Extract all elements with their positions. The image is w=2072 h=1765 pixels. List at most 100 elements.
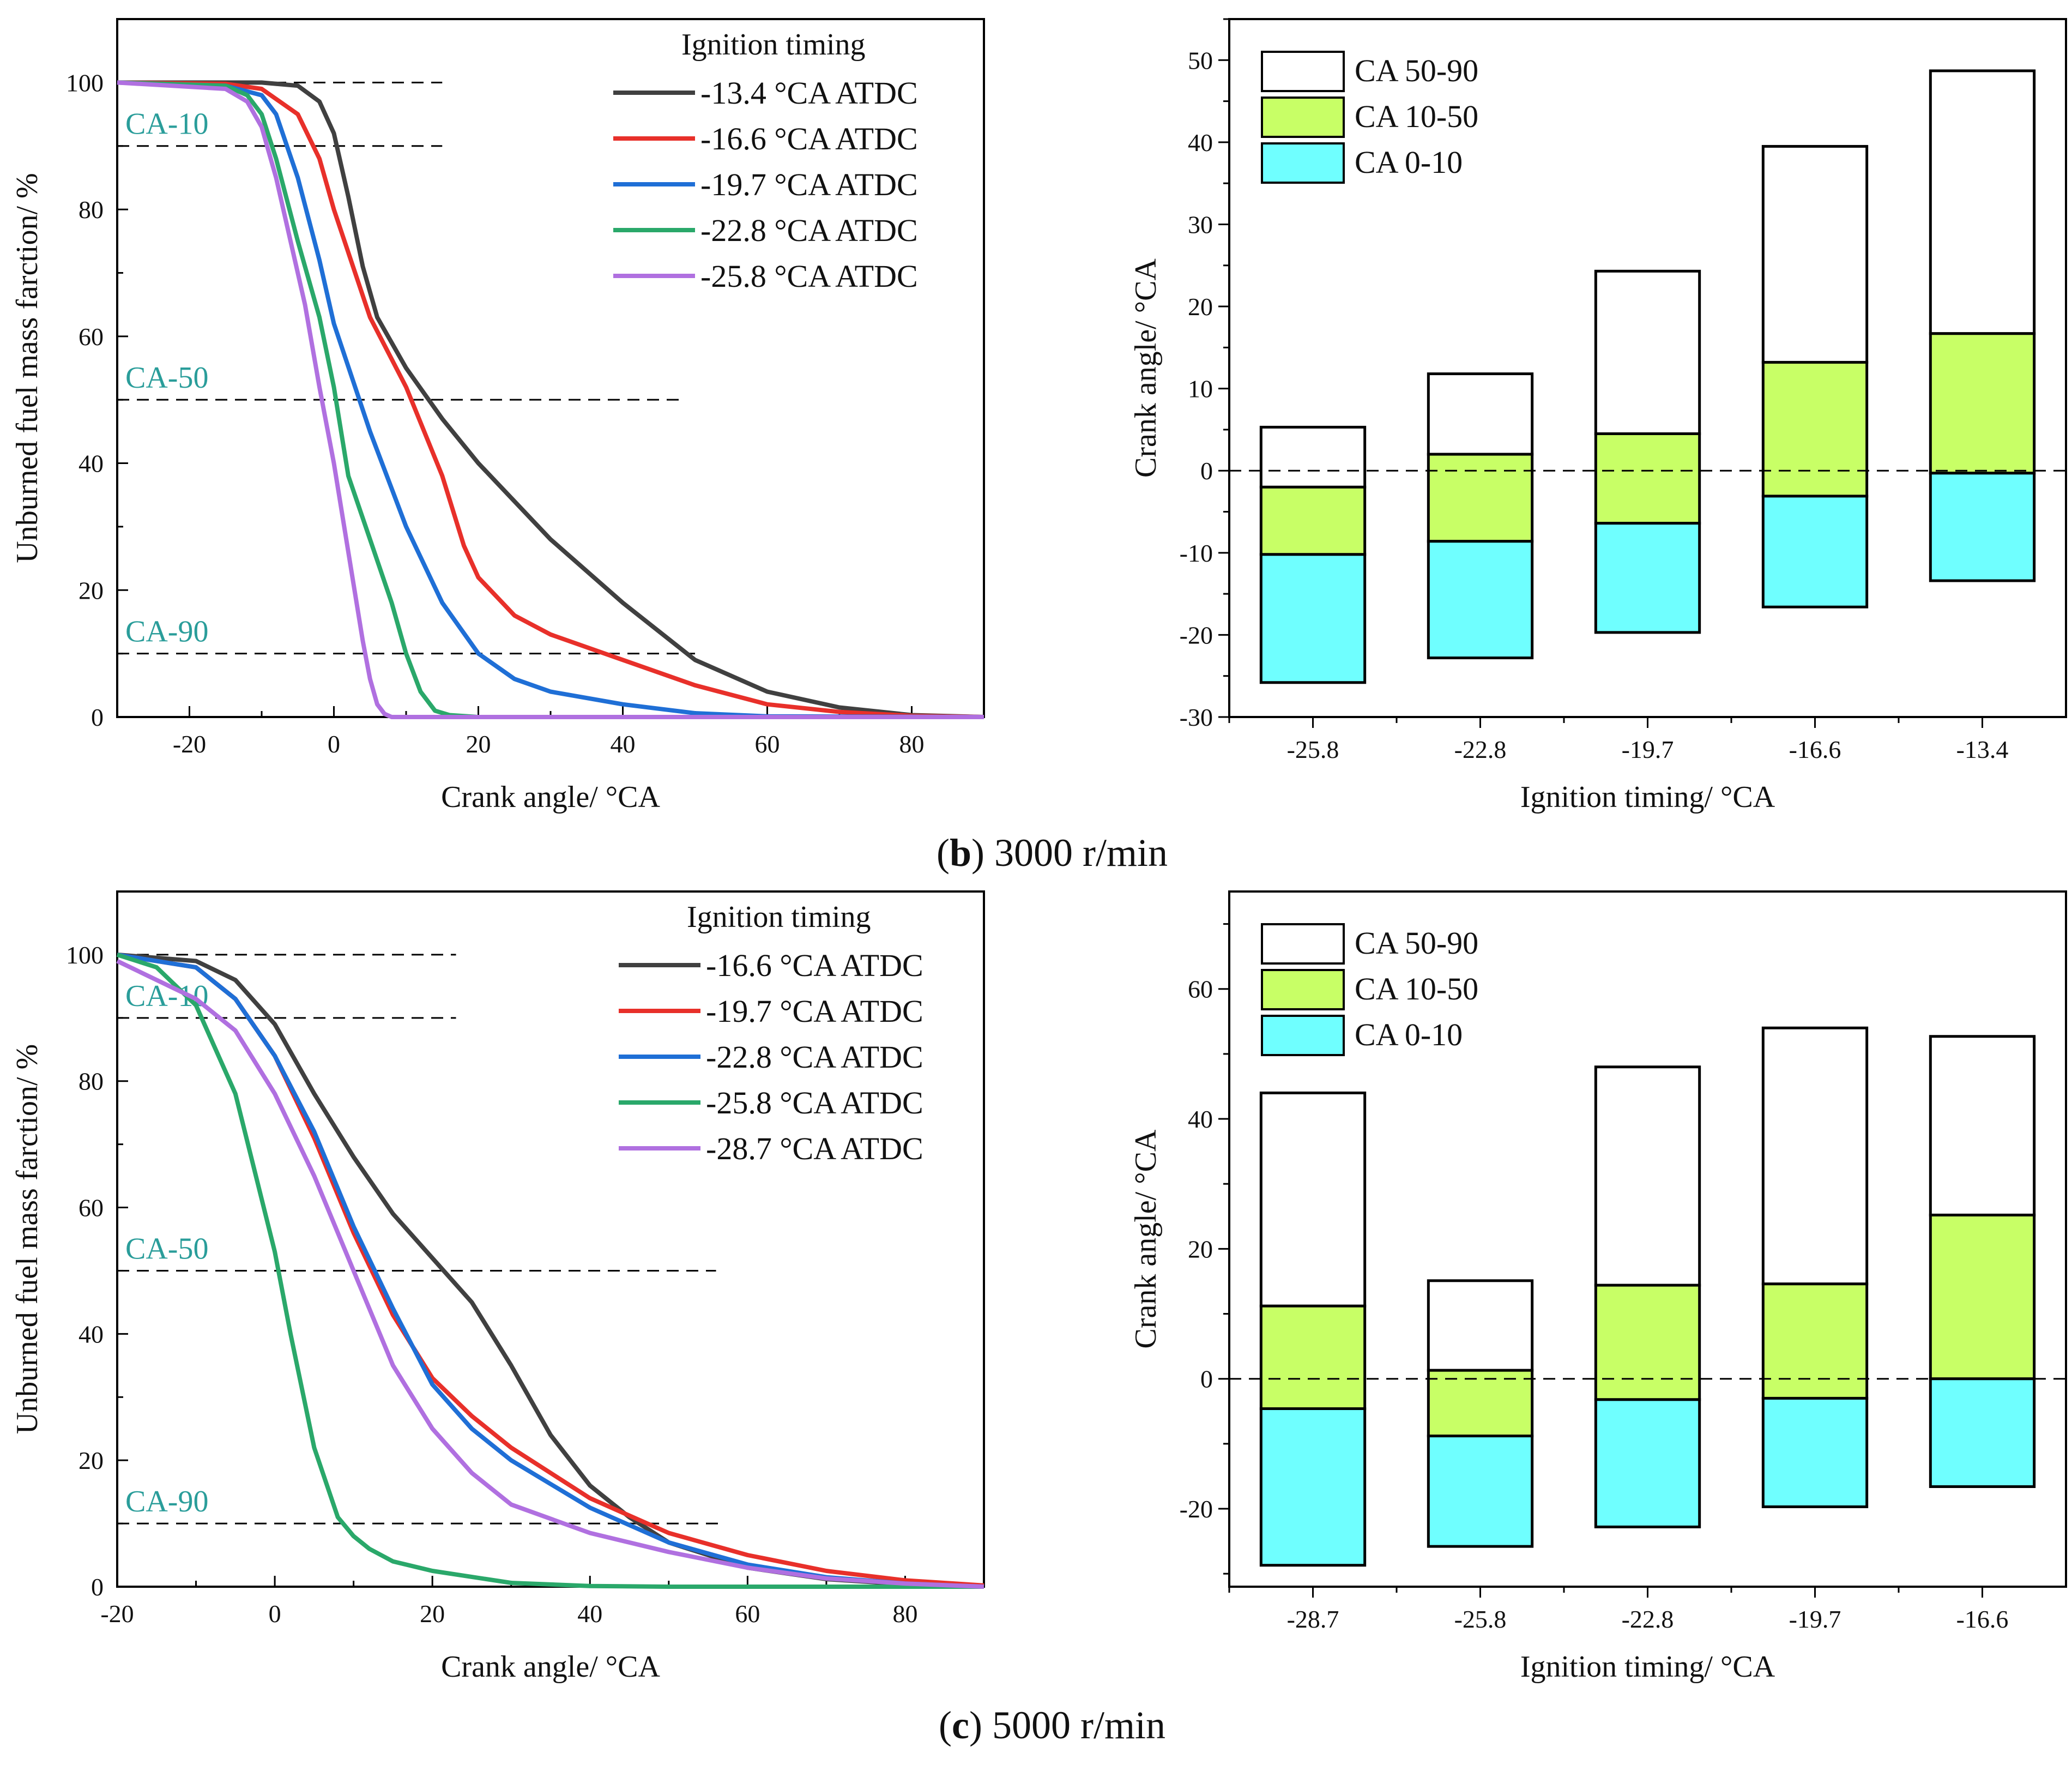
chart-c-line-x-tick-label: 0	[269, 1600, 281, 1628]
chart-b-line-panel: -20 0 20 40 60 80 0 20 40 60 80 100 Crank angle/ °CA…	[10, 18, 985, 814]
chart-c-line-y-tick-label: 100	[66, 941, 104, 969]
chart-c-bar-bar-segment	[1761, 1282, 1869, 1400]
chart-c-bar-panel: -20 0 20 40 60 -28.7 -25.8 -22.8 -19.7 -16.6 Ignit…	[1129, 890, 2067, 1684]
chart-b-bar-bar-segment	[1427, 540, 1534, 660]
chart-b-line-y-tick-label: 60	[78, 323, 104, 351]
chart-c-bar-bar-segment	[1929, 1035, 2036, 1216]
chart-b-line-legend-label: -13.4 °CA ATDC	[700, 75, 918, 111]
chart-c-bar-bar-segment	[1259, 1304, 1367, 1411]
chart-b-bar-y-tick-label: 10	[1188, 375, 1213, 403]
chart-c-bar-legend-label: CA 0-10	[1355, 1017, 1463, 1052]
chart-b-bar-y-axis-title: Crank angle/ °CA	[1129, 258, 1163, 478]
caption-b: (b) 3000 r/min	[937, 831, 1168, 875]
chart-c-bar-y-tick-label: -20	[1180, 1495, 1213, 1523]
chart-c-bar-bar-segment	[1929, 1213, 2036, 1381]
chart-c-line-legend-label: -28.7 °CA ATDC	[706, 1131, 923, 1166]
chart-c-bar-x-tick-label: -22.8	[1622, 1605, 1674, 1633]
chart-b-line-x-tick-label: 80	[899, 730, 925, 758]
chart-c-line-legend-label: -19.7 °CA ATDC	[706, 993, 923, 1029]
chart-b-bar-y-tick-label: -30	[1180, 703, 1213, 731]
chart-b-line-x-tick-label: -20	[173, 730, 206, 758]
chart-b-line-x-tick-label: 60	[755, 730, 780, 758]
chart-b-line-x-axis-title: Crank angle/ °CA	[441, 780, 660, 814]
chart-c-line-series-line	[116, 953, 984, 1589]
chart-b-bar-legend-label: CA 10-50	[1355, 99, 1478, 134]
chart-c-bar-y-tick-label: 20	[1188, 1235, 1213, 1263]
chart-c-line-y-tick-label: 40	[78, 1320, 104, 1348]
chart-b-bar-bar-segment	[1427, 372, 1534, 456]
chart-b-bar-bar-segment	[1259, 485, 1367, 556]
chart-b-bar-bar-segment	[1427, 453, 1534, 543]
chart-c-line-legend-title: Ignition timing	[687, 900, 871, 934]
chart-c-bar-x-tick-label: -16.6	[1956, 1605, 2009, 1633]
chart-c-line-y-tick-label: 80	[78, 1068, 104, 1095]
chart-c-line-x-tick-label: -20	[100, 1600, 134, 1628]
chart-b-bar-y-tick-label: -10	[1180, 539, 1213, 567]
chart-b-bar-legend-swatch	[1261, 142, 1345, 184]
chart-c-line-x-axis-title: Crank angle/ °CA	[441, 1650, 660, 1684]
chart-c-bar-x-tick-label: -28.7	[1287, 1605, 1339, 1633]
chart-b-bar-y-tick-label: -20	[1180, 621, 1213, 649]
chart-b-line-series-line	[117, 80, 984, 719]
chart-b-line-x-tick-label: 0	[328, 730, 340, 758]
chart-c-bar-y-axis-title: Crank angle/ °CA	[1129, 1129, 1163, 1348]
chart-c-bar-bar-segment	[1761, 1396, 1869, 1508]
chart-c-line-x-tick-label: 80	[892, 1600, 917, 1628]
chart-b-bar-bar-segment	[1761, 495, 1869, 609]
chart-b-bar-x-axis-title: Ignition timing/ °CA	[1520, 780, 1775, 814]
chart-b-line-reference-label: CA-50	[125, 361, 208, 395]
chart-c-bar-bar-segment	[1259, 1407, 1367, 1567]
chart-c-bar-y-tick-label: 0	[1200, 1365, 1213, 1393]
chart-c-line-legend-label: -25.8 °CA ATDC	[706, 1085, 923, 1121]
chart-b-line-legend-label: -16.6 °CA ATDC	[700, 121, 918, 156]
chart-c-bar-x-axis-title: Ignition timing/ °CA	[1520, 1650, 1775, 1684]
chart-b-bar-bar-segment	[1259, 553, 1367, 684]
chart-b-bar-bar-segment	[1761, 144, 1869, 364]
chart-b-line-y-tick-label: 80	[78, 196, 104, 224]
chart-b-bar-y-tick-label: 30	[1188, 210, 1213, 238]
chart-b-bar-panel: -30 -20 -10 0 10 20 30 40 50 -25.8 -22.8 -19.7 -16.6…	[1129, 18, 2067, 814]
chart-b-bar-x-tick-label: -22.8	[1454, 736, 1507, 763]
chart-c-bar-legend-label: CA 50-90	[1355, 925, 1478, 961]
chart-b-bar-bar-segment	[1761, 360, 1869, 498]
chart-c-line-y-axis-title: Unburned fuel mass farction/ %	[10, 1044, 44, 1434]
chart-c-bar-legend-label: CA 10-50	[1355, 971, 1478, 1007]
chart-b-bar-legend-label: CA 50-90	[1355, 53, 1478, 88]
chart-c-bar-legend-swatch	[1261, 923, 1345, 965]
chart-c-line-x-tick-label: 40	[577, 1600, 602, 1628]
chart-c-bar-bar-segment	[1929, 1377, 2036, 1488]
chart-c-bar-bar-segment	[1761, 1026, 1869, 1286]
chart-b-line-series-line	[117, 80, 984, 719]
chart-c-line-x-tick-label: 60	[735, 1600, 760, 1628]
chart-c-bar-legend-swatch	[1261, 969, 1345, 1010]
chart-c-line-series-line	[117, 952, 984, 1589]
chart-c-line-series-line	[116, 959, 984, 1589]
chart-c-bar-bar-segment	[1594, 1065, 1701, 1287]
chart-c-line-y-tick-label: 0	[91, 1573, 104, 1601]
chart-c-bar-x-tick-label: -25.8	[1454, 1605, 1507, 1633]
chart-c-line-reference-label: CA-90	[125, 1485, 208, 1519]
chart-b-bar-bar-segment	[1594, 269, 1701, 435]
chart-b-line-legend-label: -22.8 °CA ATDC	[700, 213, 918, 248]
chart-b-bar-x-tick-label: -19.7	[1622, 736, 1674, 763]
chart-b-line-reference-label: CA-10	[125, 107, 208, 141]
chart-b-bar-y-tick-label: 50	[1188, 46, 1213, 74]
chart-c-line-x-tick-label: 20	[420, 1600, 445, 1628]
chart-c-bar-bar-segment	[1594, 1398, 1701, 1528]
chart-c-bar-bar-segment	[1427, 1279, 1534, 1372]
chart-b-bar-bar-segment	[1929, 472, 2036, 582]
chart-b-bar-x-tick-label: -25.8	[1287, 736, 1339, 763]
chart-b-bar-y-tick-label: 20	[1188, 293, 1213, 321]
chart-b-line-y-tick-label: 0	[91, 703, 104, 731]
chart-c-bar-x-tick-label: -19.7	[1789, 1605, 1841, 1633]
chart-b-bar-bar-segment	[1594, 432, 1701, 525]
chart-c-line-y-tick-label: 60	[78, 1194, 104, 1222]
chart-c-bar-bar-segment	[1259, 1091, 1367, 1308]
chart-c-bar-legend-swatch	[1261, 1015, 1345, 1056]
chart-c-line-legend-label: -22.8 °CA ATDC	[706, 1039, 923, 1075]
chart-b-line-series-line	[117, 80, 984, 719]
chart-c-bar-bar-segment	[1427, 1369, 1534, 1438]
chart-c-bar-bar-segment	[1594, 1284, 1701, 1401]
chart-b-line-y-axis-title: Unburned fuel mass farction/ %	[10, 173, 44, 563]
